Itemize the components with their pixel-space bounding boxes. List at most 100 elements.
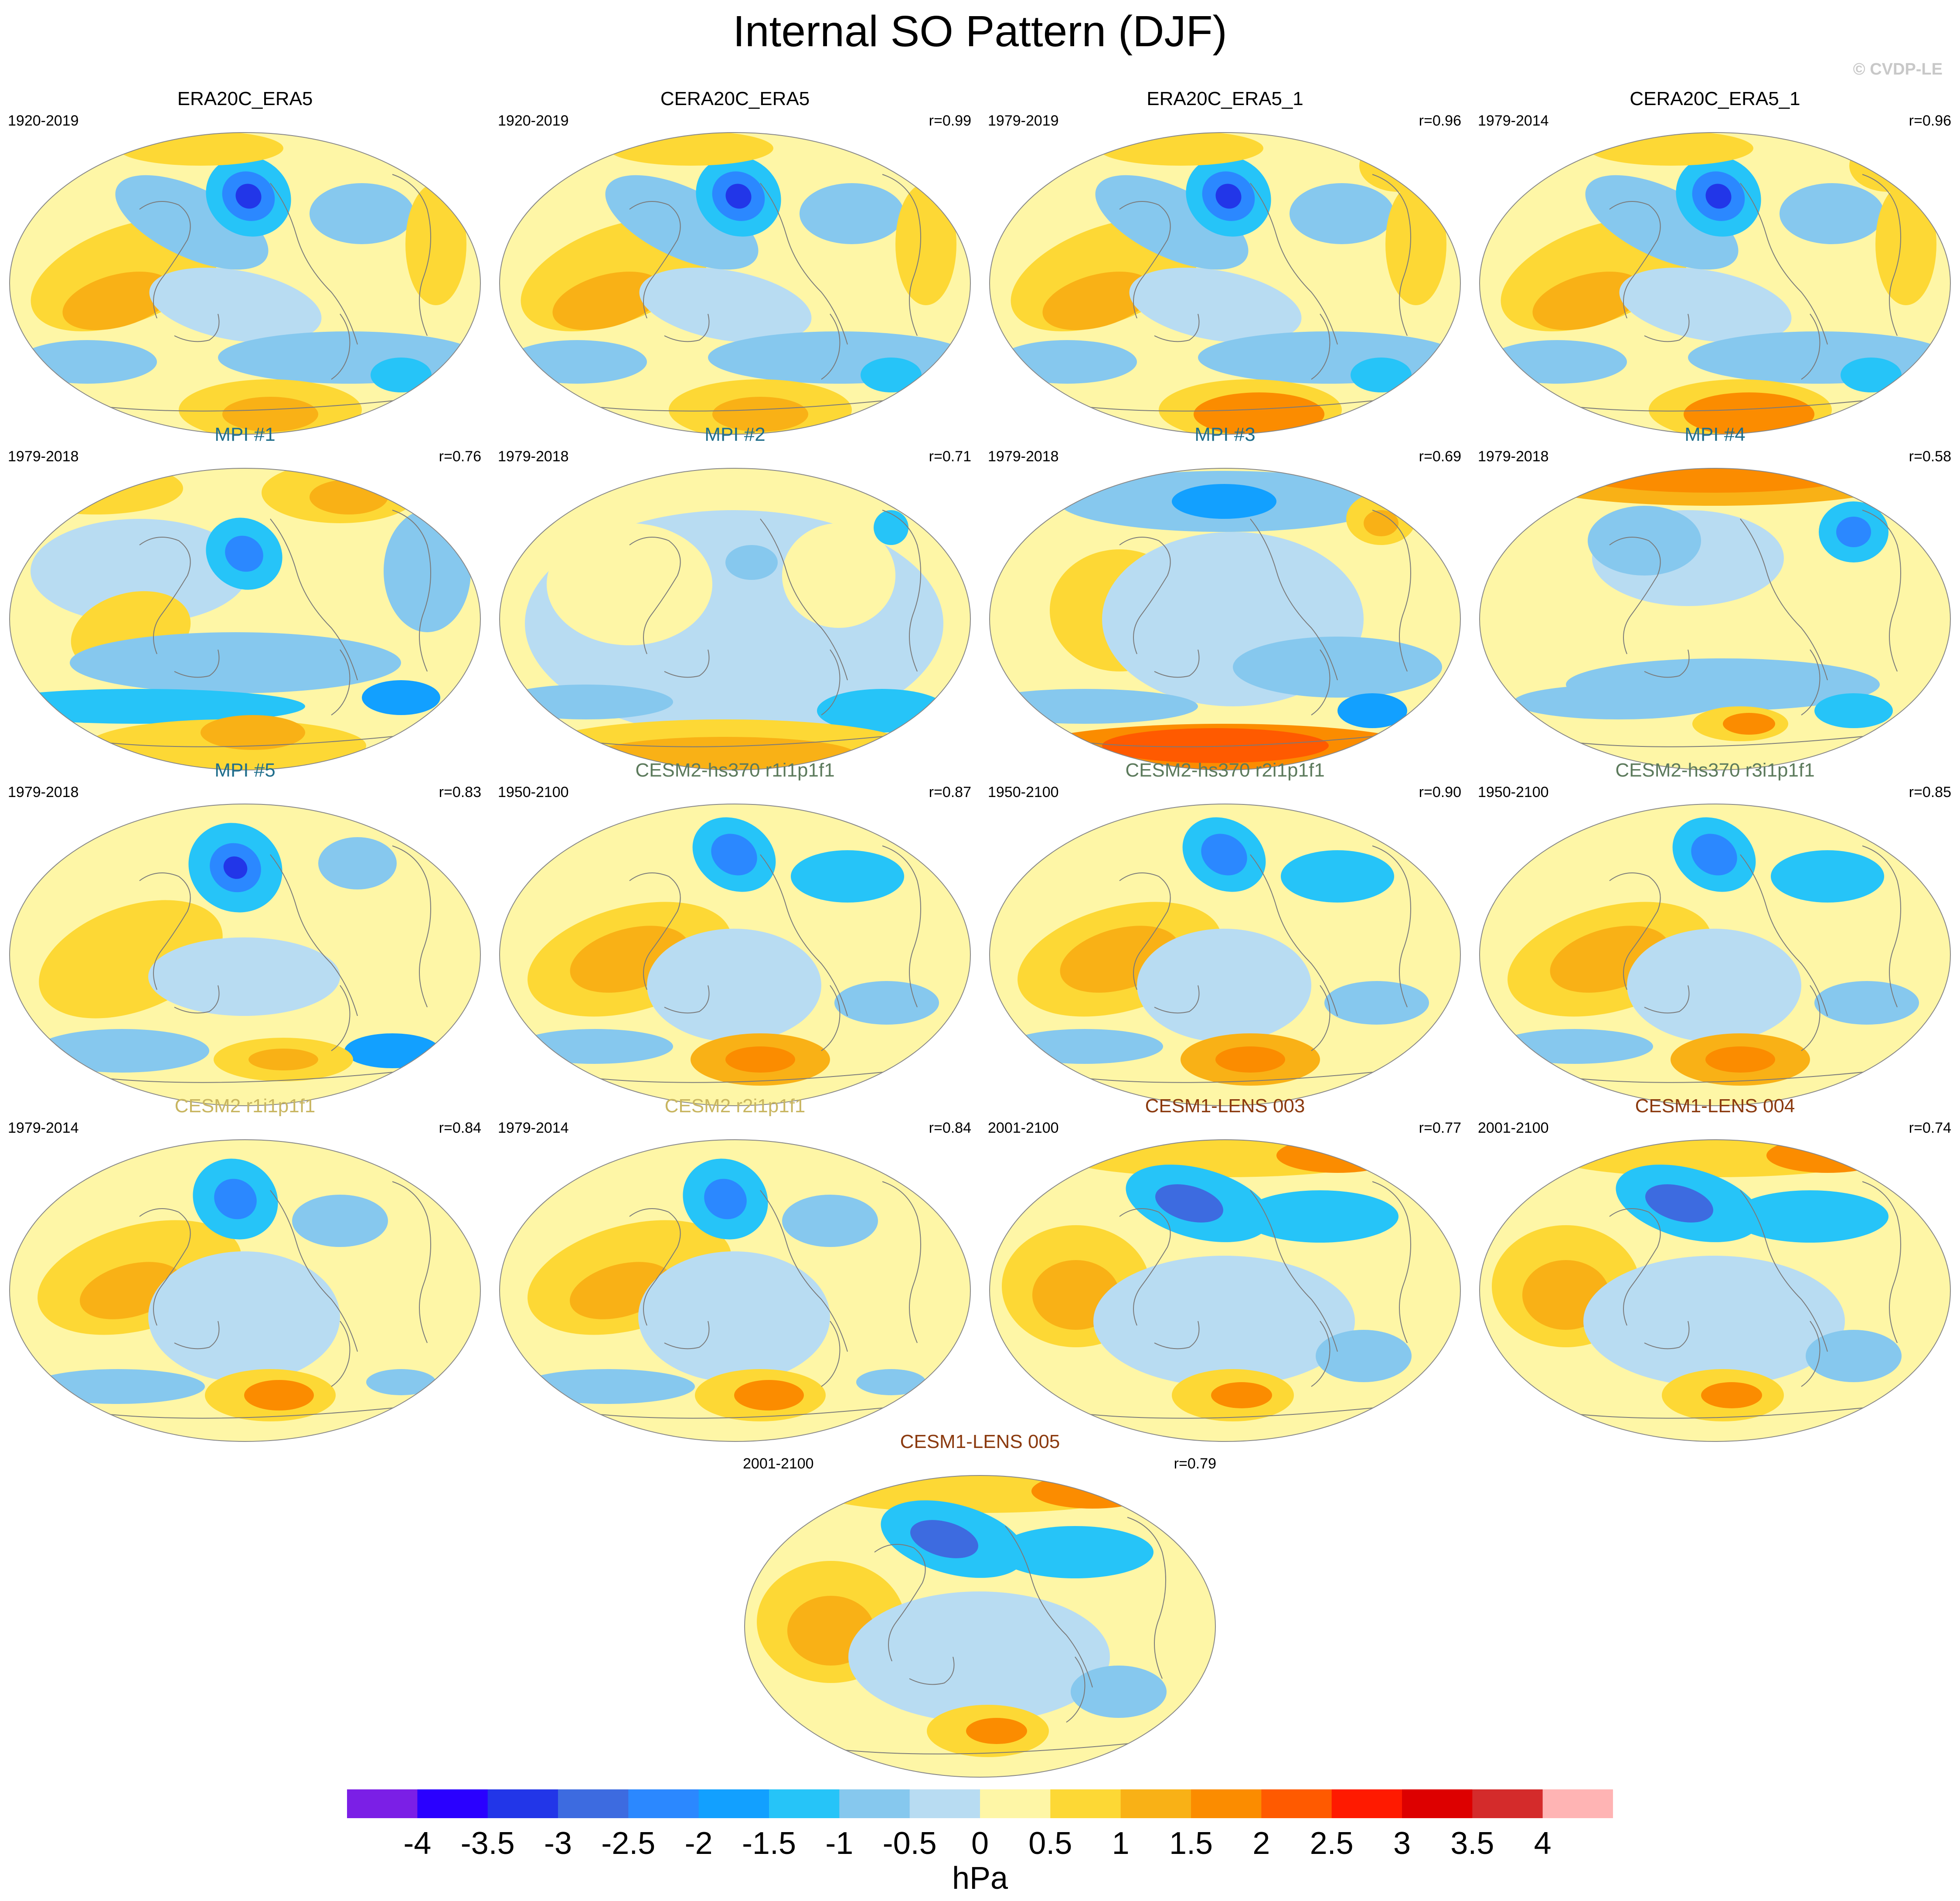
coastline — [1119, 201, 1171, 319]
anomaly-contour — [218, 331, 480, 384]
colorbar-swatch — [1050, 1789, 1121, 1818]
anomaly-contour — [1137, 929, 1311, 1042]
panel-correlation: r=0.58 — [1909, 448, 1951, 465]
coastline — [629, 201, 681, 319]
map-outline — [499, 1139, 971, 1442]
anomaly-contour — [1042, 271, 1153, 330]
anomaly-contour — [1588, 133, 1753, 166]
map-container — [9, 802, 481, 1110]
anomaly-contour — [384, 510, 471, 632]
map-plot — [744, 1475, 1216, 1778]
map-container — [989, 467, 1461, 774]
panel-title: CESM2 r1i1p1f1 — [174, 1095, 316, 1117]
map-outline — [9, 1139, 481, 1442]
colorbar-tick-label: 3 — [1393, 1826, 1411, 1859]
coastline — [1127, 1517, 1166, 1679]
anomaly-contour — [895, 183, 956, 305]
anomaly-contour — [1780, 183, 1884, 244]
coastline — [664, 649, 710, 678]
colorbar-swatch — [1472, 1789, 1543, 1818]
anomaly-contour — [1194, 392, 1324, 434]
anomaly-contour — [310, 183, 414, 244]
map-container — [499, 802, 971, 1110]
panel-years: 1979-2018 — [498, 448, 569, 465]
anomaly-contour — [35, 1029, 209, 1073]
anomaly-contour — [1093, 1256, 1355, 1387]
coastline — [1311, 649, 1330, 715]
colorbar-swatch — [1402, 1789, 1473, 1818]
coastline — [1119, 537, 1171, 654]
map-container — [9, 1138, 481, 1445]
anomaly-contour — [17, 340, 157, 384]
colorbar-tick-label: 2 — [1252, 1826, 1270, 1859]
coastline — [629, 872, 681, 990]
coastline — [1801, 985, 1820, 1051]
coastline — [821, 649, 840, 715]
anomaly-contour — [1337, 693, 1407, 728]
panel-title: MPI #4 — [1684, 424, 1746, 445]
panel-years: 1979-2014 — [498, 1120, 569, 1136]
map-plot — [499, 132, 971, 435]
coastline — [139, 201, 191, 319]
panel-correlation: r=0.87 — [929, 784, 971, 801]
map-container — [1479, 467, 1951, 774]
coastline — [1740, 518, 1828, 681]
anomaly-contour — [1771, 850, 1884, 903]
anomaly-contour — [371, 358, 432, 392]
coastline — [1740, 1190, 1828, 1352]
figure-title: Internal SO Pattern (DJF) — [733, 7, 1227, 56]
map-container — [499, 1138, 971, 1445]
anomaly-contour — [1836, 517, 1871, 547]
colorbar-tick-label: 0.5 — [1028, 1826, 1072, 1859]
coastline — [1372, 174, 1411, 336]
anomaly-contour — [222, 397, 318, 432]
coastline — [174, 313, 220, 342]
coastline — [1609, 537, 1661, 654]
coastline — [270, 854, 358, 1016]
map-panel: CESM1-LENS 005 2001-2100 r=0.79 — [735, 1430, 1225, 1778]
panel-years: 1979-2014 — [1478, 112, 1549, 129]
map-panel: MPI #2 1979-2018 r=0.71 — [490, 423, 980, 770]
anomaly-contour — [638, 1251, 830, 1382]
anomaly-contour — [711, 834, 757, 876]
coastline — [1250, 854, 1338, 1016]
anomaly-contour — [366, 1369, 436, 1395]
anomaly-contour — [516, 1029, 673, 1064]
panel-years: 1920-2019 — [498, 112, 569, 129]
anomaly-contour — [31, 1369, 205, 1404]
panel-title: CESM2-hs370 r1i1p1f1 — [635, 760, 835, 781]
panel-years: 1979-2014 — [8, 1120, 79, 1136]
anomaly-contour — [647, 929, 821, 1042]
colorbar-swatch — [909, 1789, 980, 1818]
map-container — [1479, 1138, 1951, 1445]
coastline — [1119, 872, 1171, 990]
anomaly-contour — [1211, 1382, 1272, 1408]
anomaly-contour — [725, 545, 778, 580]
colorbar-tick-label: -4 — [403, 1826, 431, 1859]
anomaly-contour — [1215, 184, 1242, 209]
anomaly-contour — [31, 519, 248, 623]
anomaly-contour — [1129, 267, 1302, 343]
anomaly-contour — [521, 1369, 695, 1404]
anomaly-contour — [1585, 175, 1739, 270]
panel-years: 1979-2018 — [1478, 448, 1549, 465]
coastline — [270, 518, 358, 681]
coastline — [1862, 174, 1901, 336]
panel-correlation: r=0.76 — [439, 448, 481, 465]
panel-correlation: r=0.96 — [1419, 112, 1461, 129]
anomaly-contour — [148, 937, 340, 1016]
panel-years: 1950-2100 — [988, 784, 1059, 801]
panel-years: 1920-2019 — [8, 112, 79, 129]
coastline — [1609, 1208, 1661, 1326]
coastline — [760, 518, 848, 681]
colorbar-tick-label: -2.5 — [601, 1826, 655, 1859]
anomaly-contour — [1031, 1475, 1154, 1509]
colorbar-swatch — [1331, 1789, 1402, 1818]
coastline — [821, 313, 840, 380]
anomaly-contour — [1645, 1184, 1713, 1223]
colorbar-tick-label: 1.5 — [1169, 1826, 1213, 1859]
colorbar-tick-label: 4 — [1534, 1826, 1552, 1859]
coastline — [1740, 854, 1828, 1016]
coastline — [760, 183, 848, 345]
anomaly-contour — [1006, 1029, 1163, 1064]
